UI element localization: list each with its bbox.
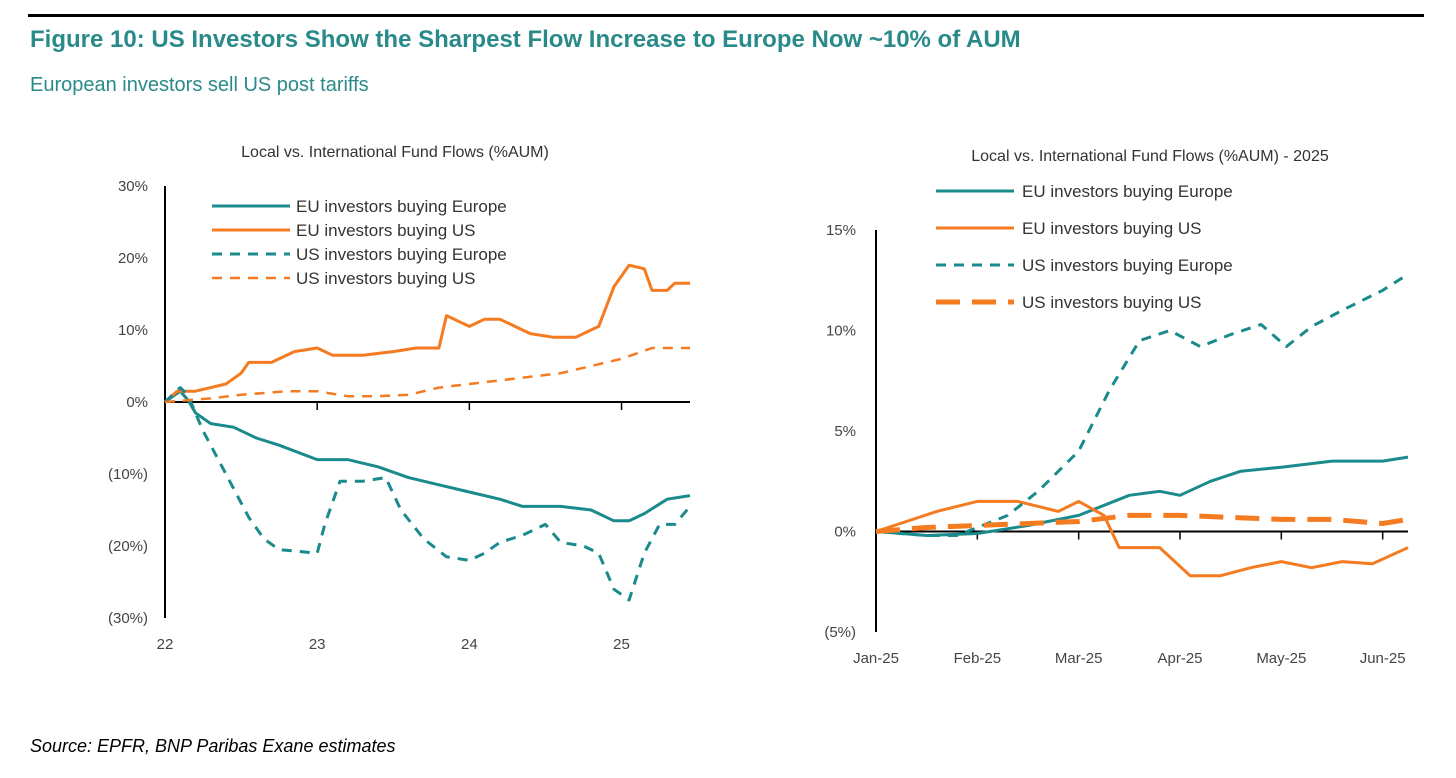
chart2-x-tick-label: Jan-25 xyxy=(853,650,899,667)
chart2-y-tick-label: 0% xyxy=(834,524,856,541)
chart2-x-tick-label: Mar-25 xyxy=(1055,650,1103,667)
chart2-series-us-investors-buying-us xyxy=(875,512,1409,534)
chart1-y-tick-label: 0% xyxy=(126,394,148,411)
chart2-title: Local vs. International Fund Flows (%AUM… xyxy=(971,148,1329,165)
chart2-y-tick-label: 10% xyxy=(826,323,856,340)
chart2-legend-label: EU investors buying Europe xyxy=(1022,182,1233,201)
chart1-y-tick-label: (20%) xyxy=(108,538,148,555)
chart1-y-tick-label: 30% xyxy=(118,178,148,195)
chart2-y-tick-label: 5% xyxy=(834,423,856,440)
chart2-x-tick-label: Apr-25 xyxy=(1157,650,1202,667)
chart1-y-tick-label: (10%) xyxy=(108,466,148,483)
figure-subtitle: European investors sell US post tariffs xyxy=(30,74,369,96)
figure-title: Figure 10: US Investors Show the Sharpes… xyxy=(30,26,1021,53)
chart2-x-tick-label: Feb-25 xyxy=(954,650,1002,667)
chart2-series-us-investors-buying-europe xyxy=(875,272,1409,537)
chart2-series-eu-investors-buying-us xyxy=(875,499,1409,578)
chart-right: Local vs. International Fund Flows (%AUM… xyxy=(824,148,1409,667)
chart1-legend-label: EU investors buying Europe xyxy=(296,197,507,216)
chart1-legend-label: US investors buying Europe xyxy=(296,245,507,264)
chart1-series-eu-investors-buying-europe xyxy=(164,389,691,523)
chart1-y-tick-label: 10% xyxy=(118,322,148,339)
chart2-y-tick-label: (5%) xyxy=(824,624,856,641)
chart1-y-tick-label: 20% xyxy=(118,250,148,267)
chart2-legend-label: US investors buying Europe xyxy=(1022,256,1233,275)
chart1-y-tick-label: (30%) xyxy=(108,610,148,627)
chart1-series-us-investors-buying-europe xyxy=(163,386,692,602)
chart2-x-tick-label: May-25 xyxy=(1256,650,1306,667)
chart1-series-eu-investors-buying-us xyxy=(164,263,690,404)
source-note: Source: EPFR, BNP Paribas Exane estimate… xyxy=(30,736,396,756)
chart1-x-tick-label: 25 xyxy=(613,636,630,653)
chart1-legend-label: EU investors buying US xyxy=(296,221,476,240)
chart2-y-tick-label: 15% xyxy=(826,222,856,239)
chart2-legend-label: US investors buying US xyxy=(1022,293,1202,312)
chart-left: Local vs. International Fund Flows (%AUM… xyxy=(108,144,692,653)
chart1-series-us-investors-buying-us xyxy=(164,346,690,404)
chart1-x-tick-label: 24 xyxy=(461,636,478,653)
chart1-x-tick-label: 23 xyxy=(309,636,326,653)
chart1-title: Local vs. International Fund Flows (%AUM… xyxy=(241,144,549,161)
chart2-x-tick-label: Jun-25 xyxy=(1360,650,1406,667)
top-rule xyxy=(28,14,1424,17)
chart1-x-tick-label: 22 xyxy=(157,636,174,653)
chart1-legend-label: US investors buying US xyxy=(296,269,476,288)
chart2-series-eu-investors-buying-europe xyxy=(875,455,1409,537)
chart2-legend-label: EU investors buying US xyxy=(1022,219,1202,238)
